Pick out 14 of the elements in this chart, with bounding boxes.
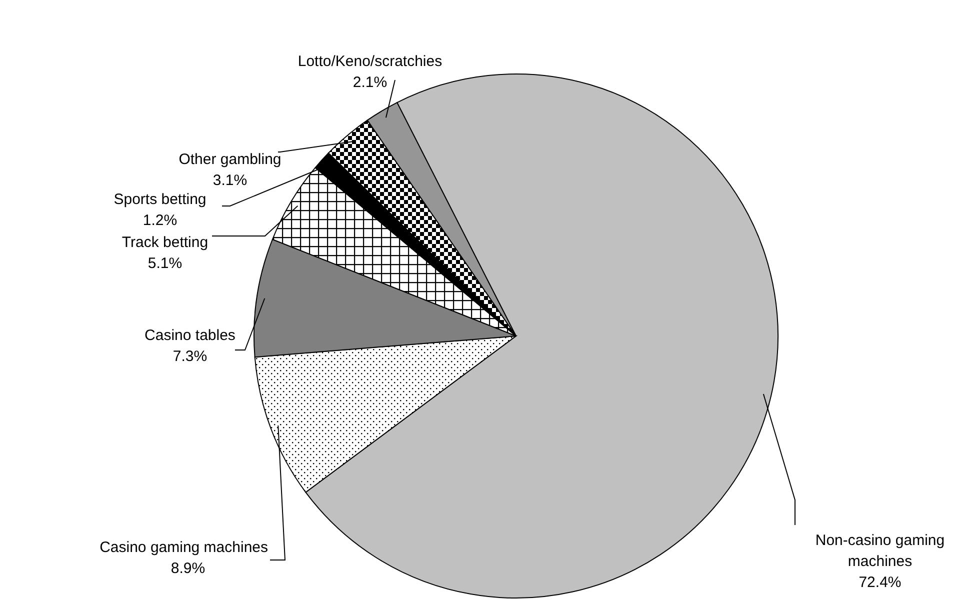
data-label: 1.2% bbox=[142, 212, 178, 229]
slice-label: Non-casino gaming machines bbox=[815, 532, 945, 570]
slice-label: Track betting bbox=[122, 234, 208, 251]
data-label: 3.1% bbox=[212, 172, 248, 189]
data-label: 7.3% bbox=[172, 348, 208, 365]
slice-label: Casino tables bbox=[144, 327, 236, 344]
slice-label: Lotto/Keno/scratchies bbox=[298, 53, 442, 70]
slice-label: Sports betting bbox=[114, 191, 206, 208]
slice-label: Other gambling bbox=[178, 151, 282, 168]
slice-label: Casino gaming machines bbox=[100, 539, 268, 556]
data-label: 8.9% bbox=[170, 560, 206, 577]
data-label: 5.1% bbox=[148, 255, 182, 272]
data-label: 72.4% bbox=[858, 574, 902, 591]
data-label: 2.1% bbox=[352, 74, 388, 91]
